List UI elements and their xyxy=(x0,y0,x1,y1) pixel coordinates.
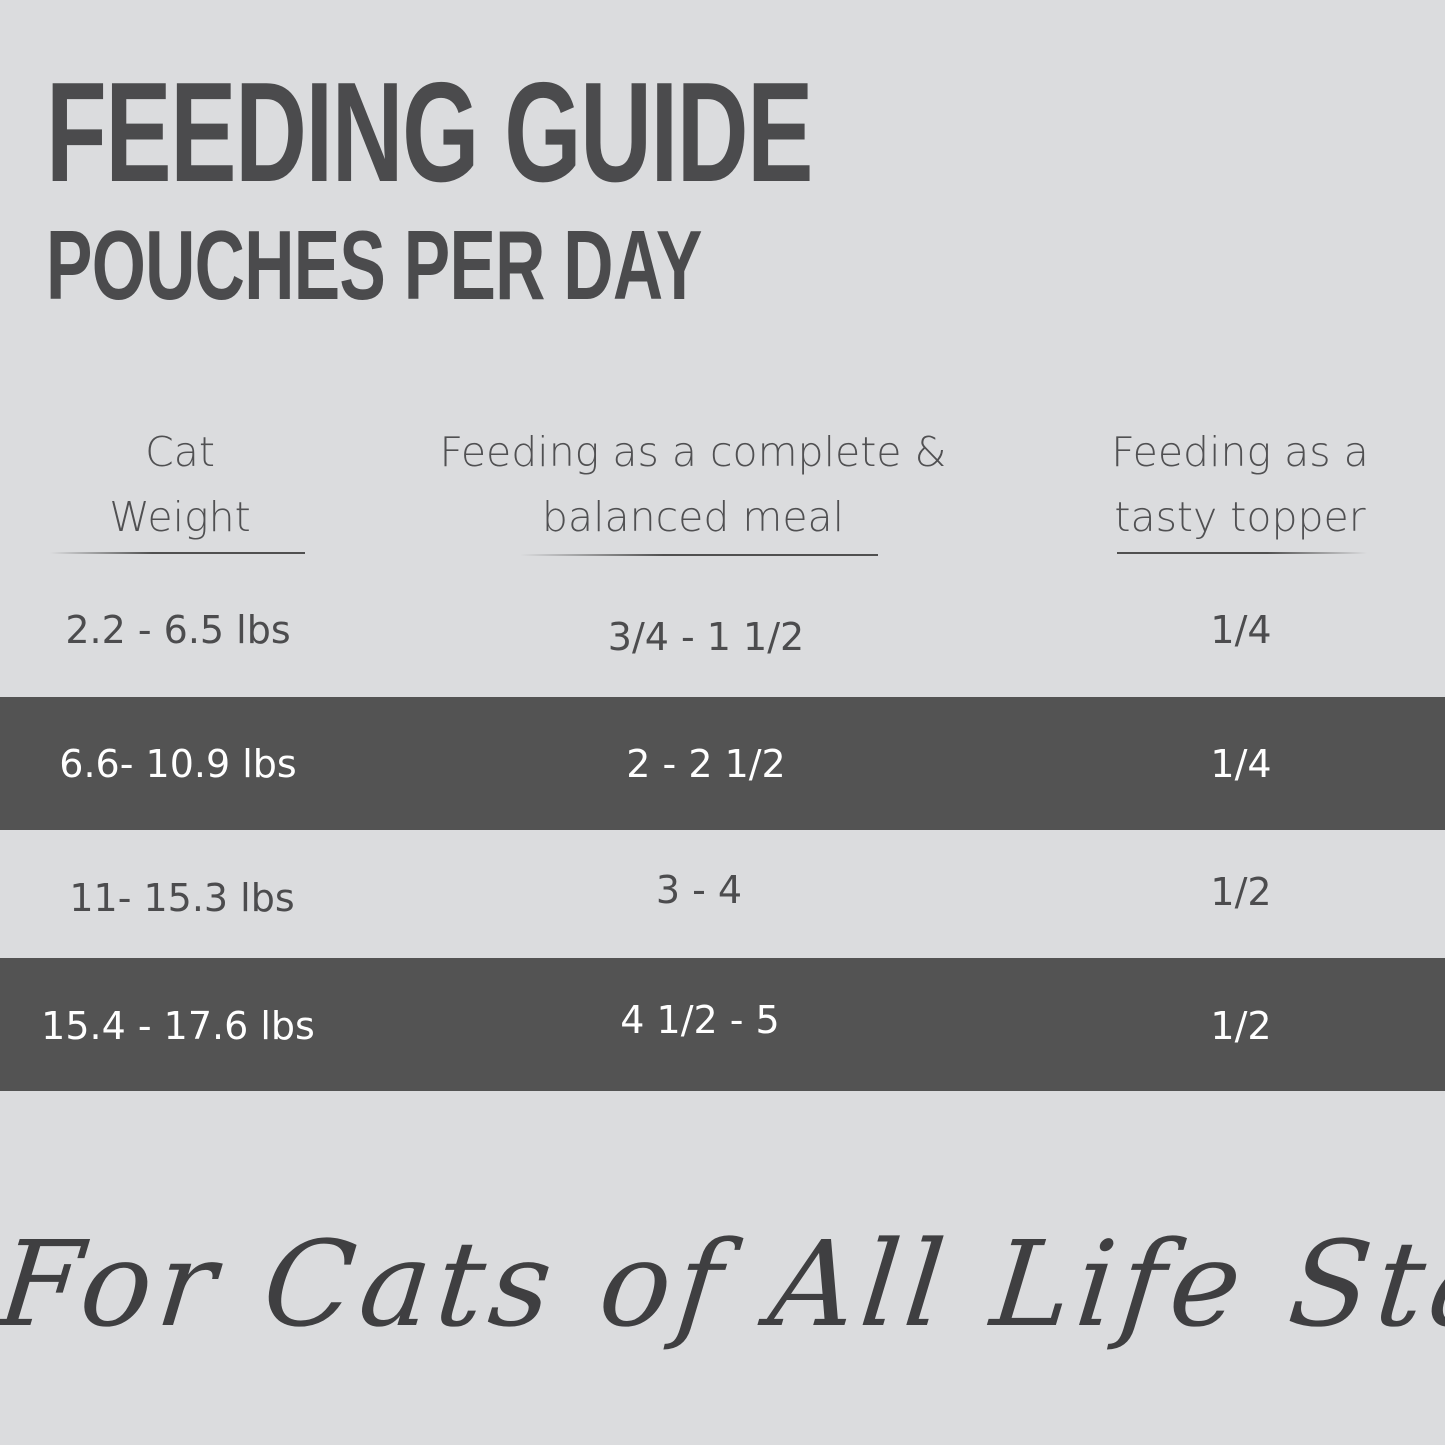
header-complete-meal: Feeding as a complete & balanced meal xyxy=(393,420,993,550)
tagline: For Cats of All Life Stages xyxy=(0,1215,1445,1353)
table-row: 6.6- 10.9 lbs 2 - 2 1/2 1/4 xyxy=(0,697,1445,830)
page-title: FEEDING GUIDE xyxy=(46,53,813,212)
cell-weight: 11- 15.3 lbs xyxy=(69,876,295,920)
cell-topper: 1/4 xyxy=(1210,742,1272,786)
cell-meal: 3 - 4 xyxy=(655,868,743,912)
cell-weight: 2.2 - 6.5 lbs xyxy=(65,608,291,652)
header-topper: Feeding as a tasty topper xyxy=(1090,420,1390,550)
cell-meal: 4 1/2 - 5 xyxy=(620,998,780,1042)
header-cat-weight: Cat Weight xyxy=(50,420,310,550)
page-subtitle: POUCHES PER DAY xyxy=(46,210,702,320)
cell-weight: 15.4 - 17.6 lbs xyxy=(41,1004,315,1048)
cell-topper: 1/4 xyxy=(1210,608,1272,652)
header-line: Weight xyxy=(109,493,251,541)
table-row: 11- 15.3 lbs 3 - 4 1/2 xyxy=(0,830,1445,958)
header-line: balanced meal xyxy=(541,493,845,541)
header-underline xyxy=(50,552,305,554)
header-underline xyxy=(520,554,878,556)
header-line: Cat xyxy=(145,428,215,476)
cell-topper: 1/2 xyxy=(1210,870,1272,914)
header-line: Feeding as a xyxy=(1111,428,1369,476)
table-row: 2.2 - 6.5 lbs 3/4 - 1 1/2 1/4 xyxy=(0,600,1445,697)
cell-meal: 3/4 - 1 1/2 xyxy=(607,615,805,659)
table-row: 15.4 - 17.6 lbs 4 1/2 - 5 1/2 xyxy=(0,958,1445,1091)
cell-weight: 6.6- 10.9 lbs xyxy=(59,742,297,786)
cell-meal: 2 - 2 1/2 xyxy=(626,742,786,786)
cell-topper: 1/2 xyxy=(1210,1004,1272,1048)
header-line: Feeding as a complete & xyxy=(439,428,947,476)
header-line: tasty topper xyxy=(1114,493,1366,541)
header-underline xyxy=(1117,552,1367,554)
